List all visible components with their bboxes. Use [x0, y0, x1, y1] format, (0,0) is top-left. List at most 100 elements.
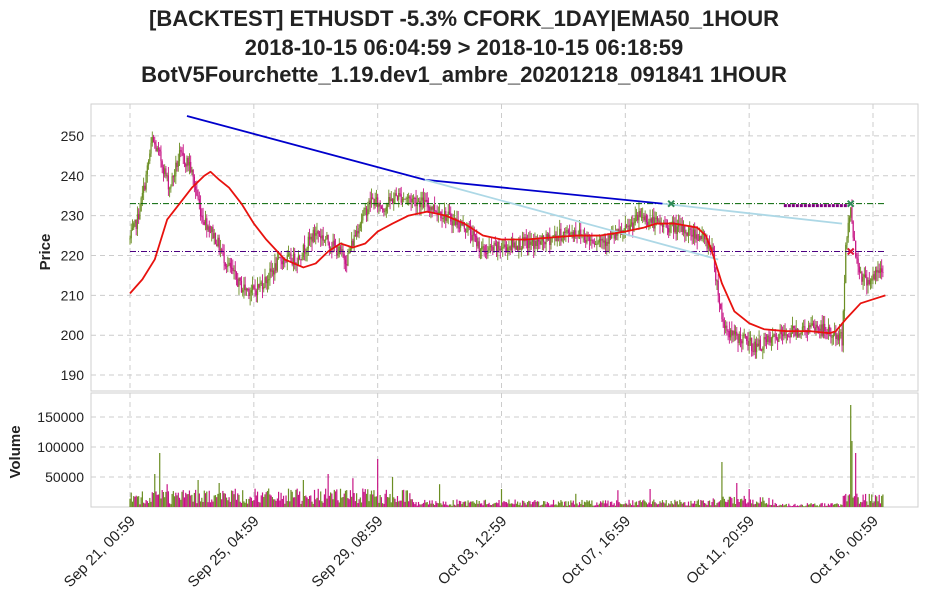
volume-bar	[503, 500, 505, 507]
candle-body	[251, 285, 254, 291]
candle-body	[632, 222, 634, 230]
candle-body	[559, 228, 561, 238]
candle-body	[830, 332, 832, 338]
volume-bar	[187, 494, 189, 507]
volume-bar	[642, 500, 644, 507]
candle-body	[566, 230, 568, 232]
candle-body	[801, 326, 804, 333]
volume-bar	[842, 495, 844, 507]
volume-bar	[159, 453, 161, 507]
volume-bar	[214, 495, 217, 507]
volume-bar	[394, 498, 396, 507]
volume-bar	[824, 503, 826, 507]
volume-bar	[536, 501, 539, 507]
candle-body	[534, 240, 536, 249]
candle-body	[313, 229, 316, 236]
volume-bar	[769, 504, 771, 507]
volume-bar	[798, 505, 800, 507]
candle-body	[544, 241, 546, 245]
volume-bar	[363, 491, 365, 507]
candle-body	[764, 337, 766, 340]
candle-body	[300, 259, 302, 261]
volume-bar	[682, 502, 685, 507]
volume-bar	[310, 495, 312, 507]
candle-body	[540, 240, 542, 245]
volume-bar	[401, 490, 404, 507]
candle-body	[874, 269, 877, 280]
volume-bar	[244, 502, 246, 507]
candle-body	[827, 326, 830, 334]
candle-body	[273, 270, 275, 275]
candle-body	[250, 290, 252, 293]
volume-bar	[456, 499, 458, 507]
volume-bar	[819, 504, 821, 507]
candle-body	[276, 258, 278, 271]
volume-bar	[152, 492, 155, 507]
candle-body	[306, 248, 308, 253]
volume-bar	[365, 493, 368, 507]
volume-bar	[192, 501, 194, 507]
candle-body	[181, 151, 183, 153]
candle-body	[737, 335, 739, 344]
volume-bar	[458, 500, 460, 507]
volume-bar	[441, 504, 443, 507]
candle-body	[318, 233, 321, 236]
candle-body	[630, 222, 633, 225]
volume-bar	[577, 505, 579, 507]
volume-bar	[406, 490, 408, 507]
volume-bar	[497, 503, 499, 507]
candle-body	[538, 239, 540, 242]
volume-bar	[707, 501, 709, 507]
candle-body	[390, 198, 392, 202]
candle-body	[578, 229, 581, 236]
volume-bar	[437, 503, 439, 507]
candle-body	[422, 197, 425, 208]
candle-body	[270, 268, 272, 272]
candle-body	[255, 290, 257, 296]
volume-bar	[400, 500, 402, 507]
candle-body	[209, 231, 212, 233]
volume-bar	[186, 494, 188, 507]
volume-bar	[181, 491, 183, 507]
candle-body	[240, 281, 243, 293]
volume-bar	[203, 490, 205, 507]
volume-bar	[391, 477, 394, 507]
candle-body	[172, 176, 174, 178]
candle-body	[665, 223, 667, 228]
volume-bar	[269, 494, 271, 507]
volume-bar	[315, 499, 317, 507]
volume-bar	[560, 500, 562, 507]
volume-bar	[505, 502, 508, 507]
candle-body	[697, 239, 699, 241]
candle-body	[656, 217, 659, 221]
volume-bar	[718, 501, 721, 507]
volume-bar	[800, 504, 802, 507]
volume-bar	[476, 500, 478, 507]
candle-body	[691, 234, 693, 237]
volume-bar	[779, 504, 781, 507]
volume-bar	[651, 501, 654, 507]
volume-bar	[817, 506, 820, 507]
candle-body	[483, 246, 485, 252]
volume-bar	[858, 503, 860, 507]
price-panel	[90, 103, 919, 392]
volume-bar	[145, 499, 147, 507]
volume-bar	[216, 497, 218, 507]
volume-bar	[502, 502, 504, 507]
volume-bar	[627, 504, 629, 507]
candle-body	[588, 237, 591, 241]
candle-body	[488, 247, 490, 251]
candle-body	[435, 210, 437, 212]
candle-body	[855, 240, 857, 257]
candle-body	[728, 331, 730, 338]
volume-bar	[312, 503, 314, 507]
trend-line	[424, 178, 719, 261]
volume-bar	[239, 501, 241, 507]
candle-body	[323, 239, 326, 241]
volume-bar	[638, 500, 640, 507]
candle-body	[307, 236, 309, 249]
volume-bar	[544, 501, 546, 507]
candle-body	[840, 332, 842, 334]
candle-body	[139, 211, 141, 220]
volume-bar	[490, 505, 493, 507]
